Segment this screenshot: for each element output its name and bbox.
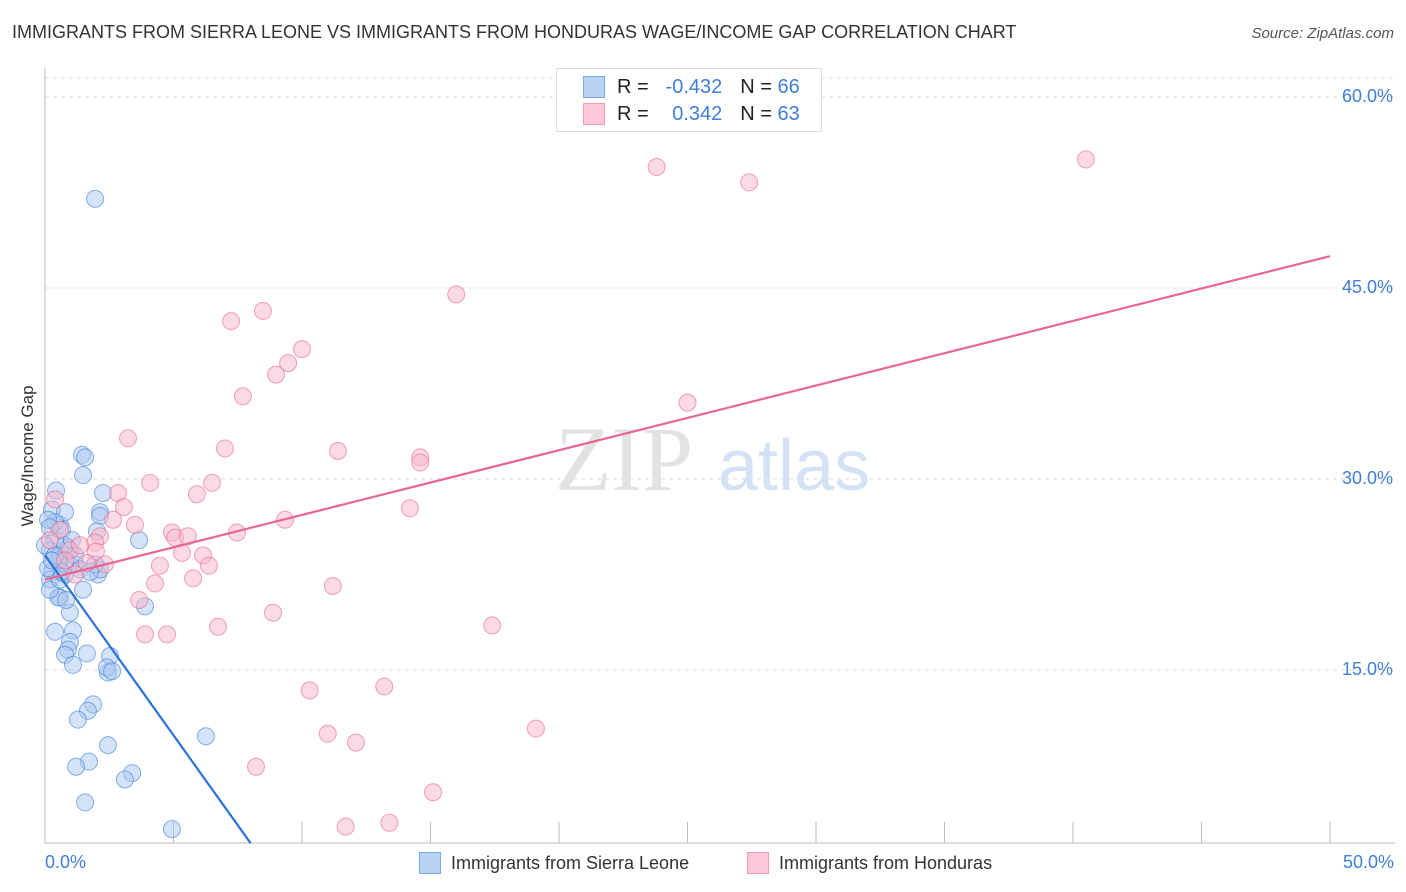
sierra-leone-point xyxy=(46,622,65,641)
sierra-leone-point xyxy=(98,736,117,755)
honduras-point xyxy=(246,757,265,776)
legend-label: Immigrants from Sierra Leone xyxy=(451,852,690,873)
honduras-point xyxy=(483,616,502,635)
honduras-point xyxy=(114,498,133,517)
honduras-point xyxy=(400,499,419,518)
honduras-point xyxy=(119,429,138,448)
honduras-point xyxy=(208,617,227,636)
sierra-leone-point xyxy=(115,770,134,789)
sierra-leone-point xyxy=(57,590,76,609)
honduras-point xyxy=(380,813,399,832)
pink-swatch-icon xyxy=(747,852,769,874)
sierra-leone-point xyxy=(162,820,181,839)
honduras-point xyxy=(222,312,241,331)
sierra-leone-point xyxy=(74,580,93,599)
honduras-point xyxy=(178,527,197,546)
n-label: N = xyxy=(740,75,772,98)
honduras-point xyxy=(184,569,203,588)
pink-swatch-icon xyxy=(583,103,605,125)
honduras-point xyxy=(187,485,206,504)
n-value: 66 xyxy=(777,75,800,98)
honduras-point xyxy=(215,439,234,458)
honduras-point xyxy=(267,365,286,384)
sierra-leone-trend-line xyxy=(44,554,252,844)
honduras-point xyxy=(1076,150,1095,169)
honduras-point xyxy=(46,490,65,509)
honduras-trend-line xyxy=(44,255,1331,581)
honduras-point xyxy=(141,473,160,492)
r-value: -0.432 xyxy=(665,75,723,98)
chart-title: IMMIGRANTS FROM SIERRA LEONE VS IMMIGRAN… xyxy=(12,22,1017,42)
sierra-leone-point xyxy=(86,189,105,208)
honduras-point xyxy=(336,817,355,836)
source-label: Source: ZipAtlas.com xyxy=(1251,25,1394,42)
honduras-point xyxy=(328,441,347,460)
y-tick-label: 45.0% xyxy=(1341,277,1393,297)
honduras-point xyxy=(40,531,59,550)
x-tick-label: 50.0% xyxy=(1342,852,1394,872)
sierra-leone-point xyxy=(196,727,215,746)
honduras-point xyxy=(678,393,697,412)
legend-label: Immigrants from Honduras xyxy=(779,852,993,873)
honduras-point xyxy=(104,510,123,529)
honduras-point xyxy=(300,681,319,700)
y-tick-label: 30.0% xyxy=(1341,468,1393,488)
honduras-point xyxy=(318,724,337,743)
honduras-point xyxy=(203,473,222,492)
blue-swatch-icon xyxy=(583,76,605,98)
watermark: ZIP xyxy=(555,408,693,510)
r-label: R = xyxy=(617,75,649,98)
honduras-point xyxy=(135,625,154,644)
honduras-point xyxy=(346,733,365,752)
legend-row-honduras: R = 0.342 N = 63 xyxy=(583,102,800,126)
sierra-leone-point xyxy=(74,466,93,485)
y-tick-label: 15.0% xyxy=(1341,659,1393,679)
honduras-point xyxy=(323,576,342,595)
honduras-point xyxy=(199,556,218,575)
legend-item-sierra-leone: Immigrants from Sierra Leone xyxy=(419,852,689,874)
sierra-leone-point xyxy=(68,710,87,729)
sierra-leone-point xyxy=(103,662,122,681)
honduras-point xyxy=(424,783,443,802)
honduras-point xyxy=(740,173,759,192)
legend-row-sierra-leone: R = -0.432 N = 66 xyxy=(583,75,800,99)
honduras-point xyxy=(279,354,298,373)
honduras-point xyxy=(70,536,89,555)
honduras-point xyxy=(447,285,466,304)
n-value: 63 xyxy=(777,102,800,125)
sierra-leone-point xyxy=(76,793,95,812)
honduras-point xyxy=(253,301,272,320)
honduras-point xyxy=(411,453,430,472)
honduras-point xyxy=(145,574,164,593)
honduras-point xyxy=(263,603,282,622)
honduras-point xyxy=(233,387,252,406)
legend-item-honduras: Immigrants from Honduras xyxy=(747,852,992,874)
honduras-point xyxy=(150,556,169,575)
n-label: N = xyxy=(740,102,772,125)
sierra-leone-point xyxy=(77,644,96,663)
y-tick-label: 60.0% xyxy=(1341,86,1393,106)
sierra-leone-point xyxy=(130,531,149,550)
honduras-point xyxy=(647,158,666,177)
honduras-point xyxy=(526,719,545,738)
sierra-leone-point xyxy=(76,448,95,467)
honduras-point xyxy=(293,340,311,359)
r-value: 0.342 xyxy=(672,102,723,125)
honduras-point xyxy=(158,625,177,644)
stats-legend: R = -0.432 N = 66 R = 0.342 N = 63 xyxy=(556,68,822,132)
honduras-point xyxy=(56,551,75,570)
blue-swatch-icon xyxy=(419,852,441,874)
honduras-point xyxy=(375,677,394,696)
watermark: atlas xyxy=(718,426,870,506)
honduras-point xyxy=(130,590,149,609)
sierra-leone-point xyxy=(64,655,83,674)
y-axis-label: Wage/Income Gap xyxy=(18,385,37,527)
honduras-point xyxy=(125,515,144,534)
r-label: R = xyxy=(617,102,649,125)
x-tick-label: 0.0% xyxy=(45,852,87,872)
sierra-leone-point xyxy=(67,757,86,776)
